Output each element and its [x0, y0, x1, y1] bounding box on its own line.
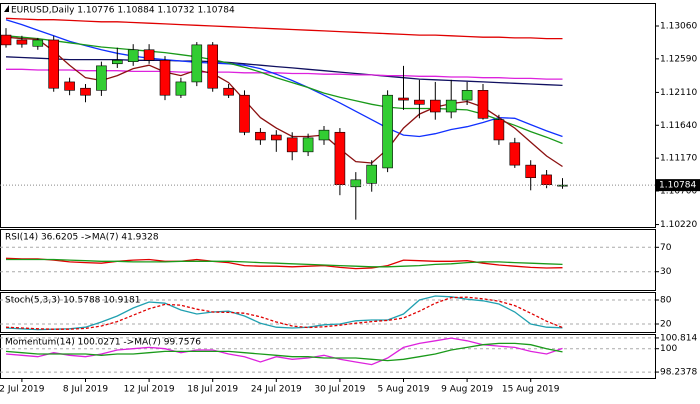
- y-tick-label: 70: [660, 243, 672, 253]
- candle-body: [0, 34, 12, 46]
- indicator-line: [5, 257, 563, 270]
- candle-body: [191, 44, 203, 83]
- indicator-line: [5, 17, 563, 40]
- candle-body: [207, 44, 218, 89]
- panel-frame: [0, 292, 656, 333]
- indicator-line: [5, 296, 563, 330]
- indicator-line: [5, 19, 563, 138]
- x-tick-label: 8 Jul 2019: [63, 385, 108, 395]
- x-tick-label: 24 Jul 2019: [251, 385, 302, 395]
- x-tick-label: 5 Aug 2019: [378, 385, 430, 395]
- candle-body: [239, 94, 250, 133]
- last-price-box: [656, 179, 700, 192]
- y-tick-label: 80: [660, 296, 672, 306]
- candle-body: [493, 119, 505, 141]
- candle-body: [270, 134, 282, 141]
- candle-body: [302, 137, 314, 153]
- last-price-label: 1.10784: [659, 181, 696, 191]
- y-tick-label: 100.814: [660, 333, 697, 343]
- indicator-line: [5, 342, 563, 362]
- y-tick-label: 20: [660, 320, 672, 330]
- panel-frame: [0, 3, 656, 228]
- x-tick-label: 15 Aug 2019: [502, 385, 560, 395]
- indicator-line: [5, 295, 563, 331]
- candle-body: [318, 129, 330, 141]
- candle-body: [286, 137, 298, 153]
- indicator-line: [5, 56, 563, 87]
- candle-body: [127, 49, 139, 62]
- y-tick-label: 1.12590: [660, 54, 697, 64]
- candle-body: [382, 94, 393, 169]
- candle-body: [48, 39, 60, 89]
- y-tick-label: 98.2378: [660, 368, 697, 378]
- x-tick-label: 12 Jul 2019: [124, 385, 175, 395]
- x-tick-label: 2 Jul 2019: [0, 385, 45, 395]
- y-tick-label: 1.10220: [660, 220, 697, 230]
- candle-body: [64, 81, 75, 91]
- candle-body: [461, 90, 473, 101]
- y-tick-label: 1.11640: [660, 121, 697, 131]
- candle-body: [159, 59, 171, 96]
- candle-body: [112, 59, 123, 65]
- candle-body: [96, 65, 107, 91]
- candle-body: [477, 90, 489, 119]
- candle-body: [445, 99, 457, 113]
- candle-body: [414, 99, 425, 105]
- candle-body: [398, 97, 409, 101]
- candle-body: [16, 39, 28, 45]
- candle-body: [143, 49, 155, 61]
- chart-title: EURUSD,Daily 1.10776 1.10884 1.10732 1.1…: [11, 6, 235, 16]
- x-tick-label: 9 Aug 2019: [441, 385, 493, 395]
- symbol-icon: [4, 5, 9, 12]
- indicator-line: [6, 258, 563, 268]
- panel-frame: [0, 334, 656, 379]
- candle-body: [541, 174, 552, 186]
- panel-title: RSI(14) 36.6205 ->MA(7) 41.9328: [5, 233, 159, 243]
- y-tick-label: 1.12110: [660, 88, 697, 98]
- candle-body: [223, 87, 234, 96]
- y-tick-label: 1.10700: [660, 186, 697, 196]
- panel-title: Stoch(5,3,3) 10.5788 10.9181: [5, 296, 140, 306]
- x-tick-label: 18 Jul 2019: [187, 385, 238, 395]
- candle-body: [429, 99, 441, 113]
- candle-body: [509, 142, 521, 166]
- y-tick-label: 1.11170: [660, 154, 697, 164]
- candle-body: [80, 87, 91, 96]
- y-tick-label: 1.13060: [660, 22, 697, 32]
- y-tick-label: 30: [660, 267, 672, 277]
- candle-body: [366, 164, 378, 184]
- y-tick-label: 100: [660, 344, 677, 354]
- candle-body: [32, 39, 44, 47]
- candle-body: [334, 131, 346, 186]
- candle-body: [175, 81, 187, 96]
- x-tick-label: 30 Jul 2019: [314, 385, 365, 395]
- panel-frame: [0, 229, 656, 291]
- candle-body: [255, 131, 266, 141]
- candle-body: [525, 164, 537, 179]
- panel-title: Momentum(14) 100.0271 ->MA(7) 99.7576: [5, 338, 201, 348]
- indicator-line: [5, 35, 563, 145]
- candle-body: [350, 179, 362, 188]
